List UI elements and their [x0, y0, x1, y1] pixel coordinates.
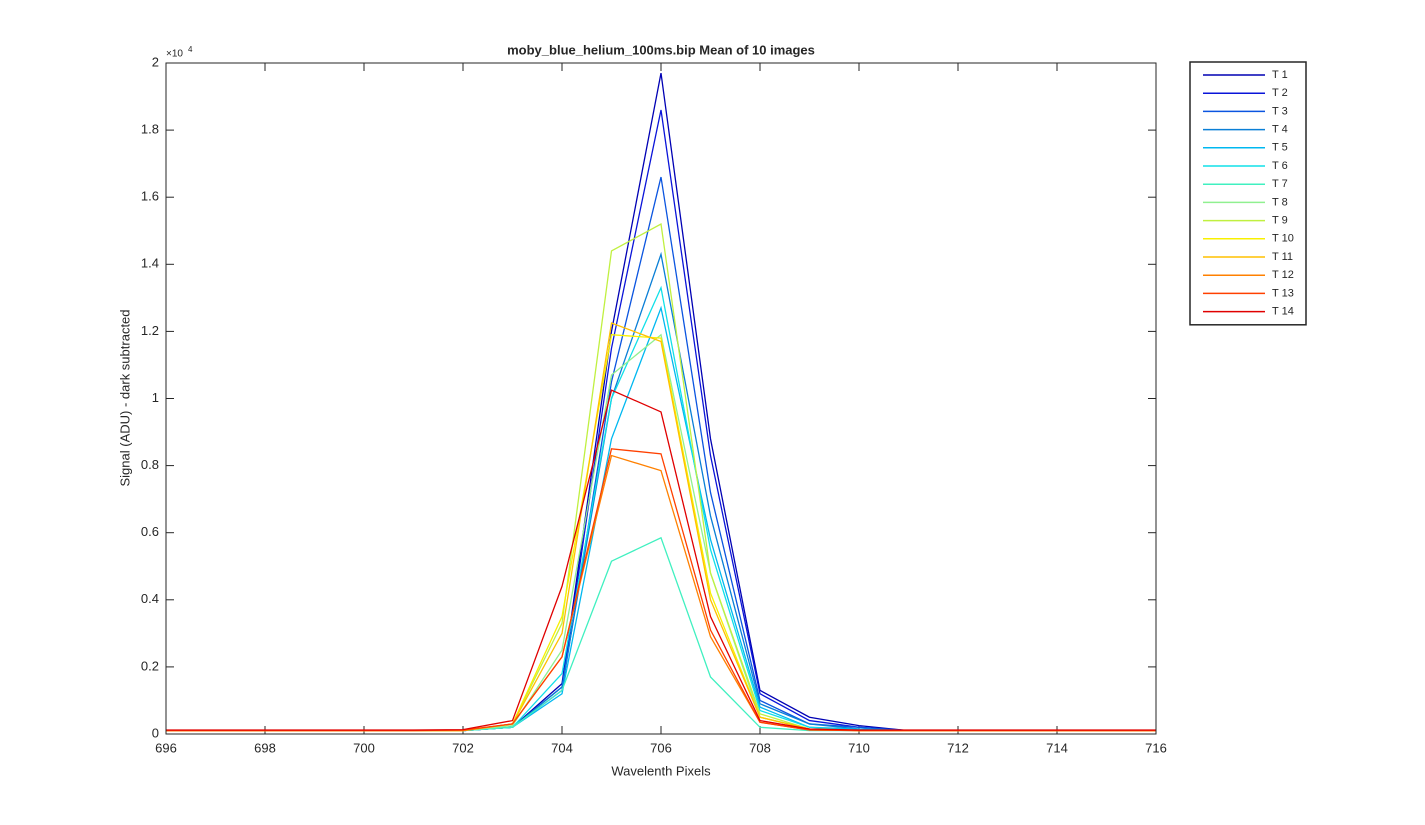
legend-label: T 14: [1272, 306, 1294, 318]
axes-box: [165, 62, 1157, 735]
x-tick-label: 702: [452, 740, 474, 755]
plot-area: [166, 63, 1156, 734]
y-axis-label: Signal (ADU) - dark subtracted: [117, 309, 132, 486]
y-tick-label: 1.2: [141, 323, 159, 338]
y-tick-label: 1: [152, 390, 159, 405]
chart-title: moby_blue_helium_100ms.bip Mean of 10 im…: [507, 42, 815, 57]
y-tick-label: 2: [152, 54, 159, 69]
legend-label: T 1: [1272, 69, 1288, 81]
x-tick-label: 706: [650, 740, 672, 755]
x-tick-label: 696: [155, 740, 177, 755]
x-tick-label: 710: [848, 740, 870, 755]
legend-label: T 13: [1272, 287, 1294, 299]
x-tick-label: 716: [1145, 740, 1167, 755]
legend-label: T 2: [1272, 87, 1288, 99]
legend-box: [1189, 61, 1307, 326]
x-tick-label: 712: [947, 740, 969, 755]
x-tick-label: 714: [1046, 740, 1068, 755]
legend-label: T 12: [1272, 269, 1294, 281]
legend-label: T 3: [1272, 105, 1288, 117]
x-tick-label: 704: [551, 740, 573, 755]
legend-label: T 7: [1272, 178, 1288, 190]
series-line: [166, 448, 1156, 732]
x-axis-label: Wavelenth Pixels: [611, 763, 711, 778]
legend-label: T 4: [1272, 124, 1288, 136]
legend-label: T 11: [1272, 251, 1293, 263]
y-tick-label: 1.6: [141, 189, 159, 204]
x-tick-label: 700: [353, 740, 375, 755]
y-tick-label: 0: [152, 725, 159, 740]
y-multiplier-exponent: 4: [188, 45, 193, 54]
x-tick-label: 698: [254, 740, 276, 755]
legend-label: T 6: [1272, 160, 1288, 172]
y-tick-label: 0.8: [141, 457, 159, 472]
y-tick-label: 0.2: [141, 658, 159, 673]
y-tick-label: 1.4: [141, 256, 159, 271]
legend-label: T 9: [1272, 215, 1288, 227]
x-tick-label: 708: [749, 740, 771, 755]
legend-label: T 8: [1272, 196, 1288, 208]
y-multiplier-base: ×10: [166, 49, 183, 60]
y-tick-label: 1.8: [141, 122, 159, 137]
y-tick-label: 0.4: [141, 591, 159, 606]
legend-label: T 5: [1272, 142, 1288, 154]
legend-label: T 10: [1272, 233, 1294, 245]
series-line: [166, 389, 1156, 731]
y-tick-label: 0.6: [141, 524, 159, 539]
